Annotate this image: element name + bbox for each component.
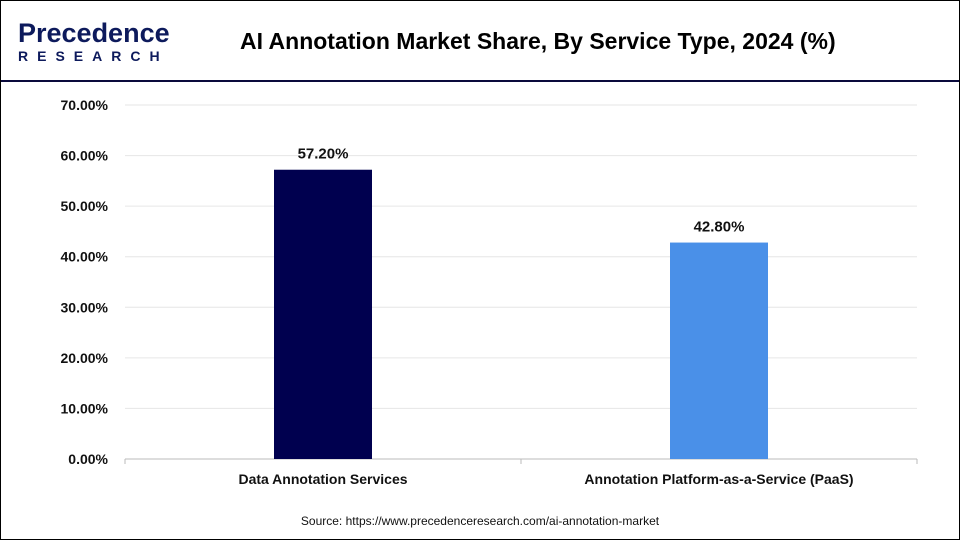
y-tick-label: 0.00% <box>68 451 108 467</box>
header-divider <box>1 80 959 82</box>
bar-2 <box>670 242 768 459</box>
y-tick-label: 10.00% <box>61 400 109 416</box>
y-tick-label: 20.00% <box>61 350 109 366</box>
data-label: 42.80% <box>694 219 745 236</box>
logo-text: Precedence <box>18 18 170 48</box>
data-label: 57.20% <box>298 146 349 163</box>
logo-subtext: RESEARCH <box>18 48 169 64</box>
source-note: Source: https://www.precedenceresearch.c… <box>300 514 660 528</box>
y-tick-label: 70.00% <box>61 97 109 113</box>
bar-1 <box>274 169 372 459</box>
y-tick-label: 50.00% <box>61 198 109 214</box>
y-tick-label: 40.00% <box>61 249 109 265</box>
y-tick-label: 30.00% <box>61 299 109 315</box>
x-tick-label: Data Annotation Services <box>238 471 407 487</box>
x-tick-label: Annotation Platform-as-a-Service (PaaS) <box>584 471 853 487</box>
logo: Precedence RESEARCH <box>18 18 170 65</box>
chart-title: AI Annotation Market Share, By Service T… <box>240 28 836 54</box>
y-tick-label: 60.00% <box>61 148 109 164</box>
